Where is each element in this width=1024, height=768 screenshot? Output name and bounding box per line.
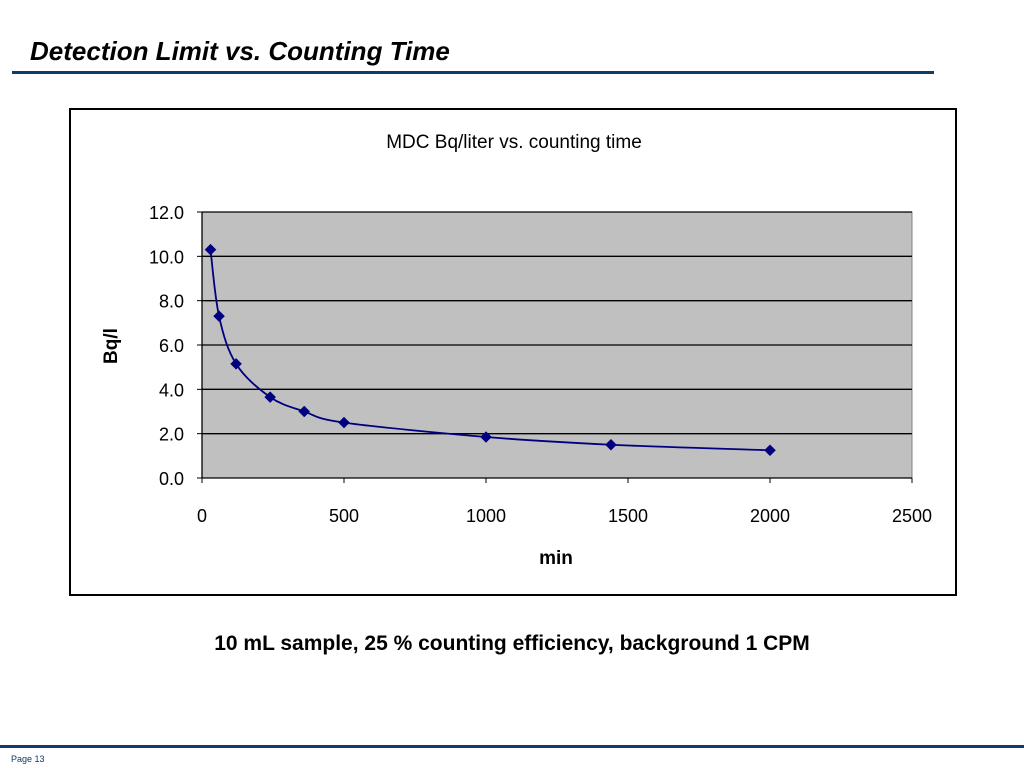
- footer-rule: [0, 745, 1024, 748]
- data-point-7: [605, 438, 617, 451]
- x-tick-label-1: 500: [329, 506, 359, 526]
- grid-lines: [202, 211, 912, 435]
- y-axis-label: Bq/l: [101, 328, 122, 364]
- y-tick-label-3: 6.0: [159, 336, 184, 356]
- data-point-3: [264, 391, 277, 403]
- data-points: [204, 243, 776, 457]
- data-point-2: [230, 357, 242, 370]
- data-point-8: [764, 444, 776, 457]
- y-tick-label-2: 4.0: [159, 380, 184, 400]
- x-tick-label-3: 1500: [608, 506, 648, 526]
- data-point-4: [298, 405, 311, 418]
- x-tick-label-0: 0: [197, 506, 207, 526]
- chart-frame: MDC Bq/liter vs. counting time 0.0 2.0 4.0…: [69, 108, 957, 596]
- y-tick-label-4: 8.0: [159, 292, 184, 312]
- chart-title: MDC Bq/liter vs. counting time: [386, 132, 642, 153]
- chart-caption: 10 mL sample, 25 % counting efficiency, …: [214, 632, 810, 655]
- x-tick-label-2: 1000: [466, 506, 506, 526]
- data-point-6: [480, 431, 492, 443]
- x-tick-labels: 0 500 1000 1500 2000 2500: [197, 506, 932, 526]
- y-tick-label-6: 12.0: [149, 203, 184, 223]
- y-tick-labels: 0.0 2.0 4.0 6.0 8.0 10.0 12.0: [149, 203, 184, 489]
- y-tick-label-0: 0.0: [159, 469, 184, 489]
- x-tick-label-5: 2500: [892, 506, 932, 526]
- page-number: Page 13: [11, 754, 45, 764]
- title-rule: [12, 71, 934, 74]
- slide-title: Detection Limit vs. Counting Time: [30, 36, 450, 66]
- axes: [197, 211, 913, 483]
- data-point-1: [213, 310, 225, 323]
- x-tick-label-4: 2000: [750, 506, 790, 526]
- x-axis-label: min: [539, 548, 573, 569]
- y-tick-label-5: 10.0: [149, 247, 184, 267]
- data-point-5: [338, 416, 350, 429]
- data-point-0: [204, 243, 217, 256]
- mdc-chart: MDC Bq/liter vs. counting time 0.0 2.0 4.0…: [101, 132, 932, 569]
- y-tick-label-1: 2.0: [159, 425, 184, 445]
